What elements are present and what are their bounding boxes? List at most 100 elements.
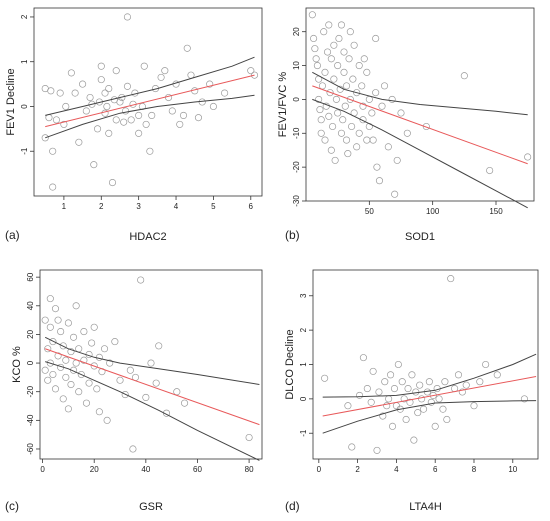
data-point xyxy=(46,295,54,303)
y-tick-label: 0 xyxy=(292,97,301,102)
data-point xyxy=(129,445,137,453)
data-point xyxy=(439,405,447,413)
data-point xyxy=(327,55,335,63)
data-point xyxy=(406,398,414,406)
data-point xyxy=(161,67,169,75)
data-point xyxy=(441,378,449,386)
data-point xyxy=(384,143,392,151)
y-tick-label: 40 xyxy=(26,301,35,310)
y-axis-label: KCO % xyxy=(11,346,23,383)
plot-frame xyxy=(305,7,535,202)
data-point xyxy=(360,55,368,63)
data-point xyxy=(392,402,400,410)
data-point xyxy=(93,385,101,393)
y-tick-label: -1 xyxy=(299,429,308,437)
data-point xyxy=(443,415,451,424)
data-point xyxy=(420,405,428,413)
x-tick-label: 2 xyxy=(355,465,360,474)
y-tick-label: 20 xyxy=(26,329,35,338)
x-tick-label: 10 xyxy=(508,465,517,474)
data-point xyxy=(148,111,156,119)
confidence-lower-line xyxy=(45,94,255,139)
y-tick-label: 0 xyxy=(299,396,308,401)
y-tick-label: 1 xyxy=(299,362,308,367)
data-point xyxy=(397,109,405,117)
data-point xyxy=(310,34,318,43)
data-point xyxy=(97,76,105,84)
regression-line xyxy=(322,376,537,417)
data-point xyxy=(82,107,90,115)
data-point xyxy=(355,129,363,137)
x-tick-label: 1 xyxy=(62,202,67,211)
data-point xyxy=(379,412,387,420)
y-axis-label: FEV1 Decline xyxy=(5,68,17,135)
data-point xyxy=(49,147,57,155)
confidence-upper-line xyxy=(312,71,528,116)
x-tick-label: 8 xyxy=(472,465,477,474)
y-tick-label: 0 xyxy=(20,104,29,109)
data-point xyxy=(135,111,143,119)
data-point xyxy=(358,82,366,90)
data-point xyxy=(353,143,361,151)
data-point xyxy=(90,161,98,169)
data-point xyxy=(394,360,402,369)
data-point xyxy=(71,89,79,97)
x-tick-label: 80 xyxy=(245,465,254,474)
data-point xyxy=(103,102,111,111)
data-point xyxy=(97,62,105,70)
data-point xyxy=(59,395,67,403)
data-point xyxy=(105,129,113,137)
data-point xyxy=(396,405,404,413)
data-point xyxy=(410,436,418,444)
data-point xyxy=(173,388,181,396)
data-point xyxy=(375,177,384,185)
data-point xyxy=(142,393,150,401)
data-point xyxy=(345,55,353,63)
data-point xyxy=(372,34,380,43)
data-point xyxy=(181,399,189,407)
data-point xyxy=(416,381,424,389)
data-point xyxy=(388,95,396,103)
y-tick-label: -60 xyxy=(26,443,35,455)
data-point xyxy=(49,183,57,191)
y-axis-label: FEV1/FVC % xyxy=(277,72,289,138)
data-point xyxy=(329,122,337,131)
data-point xyxy=(126,366,134,374)
confidence-upper-line xyxy=(45,56,255,116)
data-point xyxy=(385,395,393,403)
data-point xyxy=(121,391,129,399)
y-tick-label: -20 xyxy=(26,385,35,397)
data-point xyxy=(123,13,131,21)
data-point xyxy=(330,75,338,83)
x-tick-label: 4 xyxy=(174,202,179,211)
data-point xyxy=(147,359,155,367)
plot-frame xyxy=(312,269,539,460)
data-point xyxy=(404,385,412,393)
data-point xyxy=(75,388,83,396)
data-point xyxy=(194,114,203,122)
data-point xyxy=(342,82,351,90)
data-point xyxy=(95,353,103,361)
x-tick-label: 0 xyxy=(40,465,45,474)
data-point xyxy=(112,67,120,75)
data-point xyxy=(363,385,371,393)
data-point xyxy=(72,302,80,310)
y-tick-label: 2 xyxy=(20,14,29,19)
x-tick-label: 3 xyxy=(136,202,141,211)
data-point xyxy=(142,120,150,128)
x-tick-label: 100 xyxy=(426,207,440,216)
data-point xyxy=(337,21,346,29)
x-tick-label: 6 xyxy=(249,202,254,211)
data-point xyxy=(373,446,381,454)
data-point xyxy=(359,102,367,110)
data-point xyxy=(486,166,494,175)
data-point xyxy=(183,44,191,52)
data-point xyxy=(120,118,128,126)
x-tick-label: 6 xyxy=(433,465,438,474)
confidence-upper-line xyxy=(44,336,260,385)
data-point xyxy=(369,136,377,144)
data-point xyxy=(62,356,70,364)
x-axis-label: LTA4H xyxy=(409,501,442,513)
data-point xyxy=(403,129,411,137)
data-point xyxy=(326,89,334,97)
